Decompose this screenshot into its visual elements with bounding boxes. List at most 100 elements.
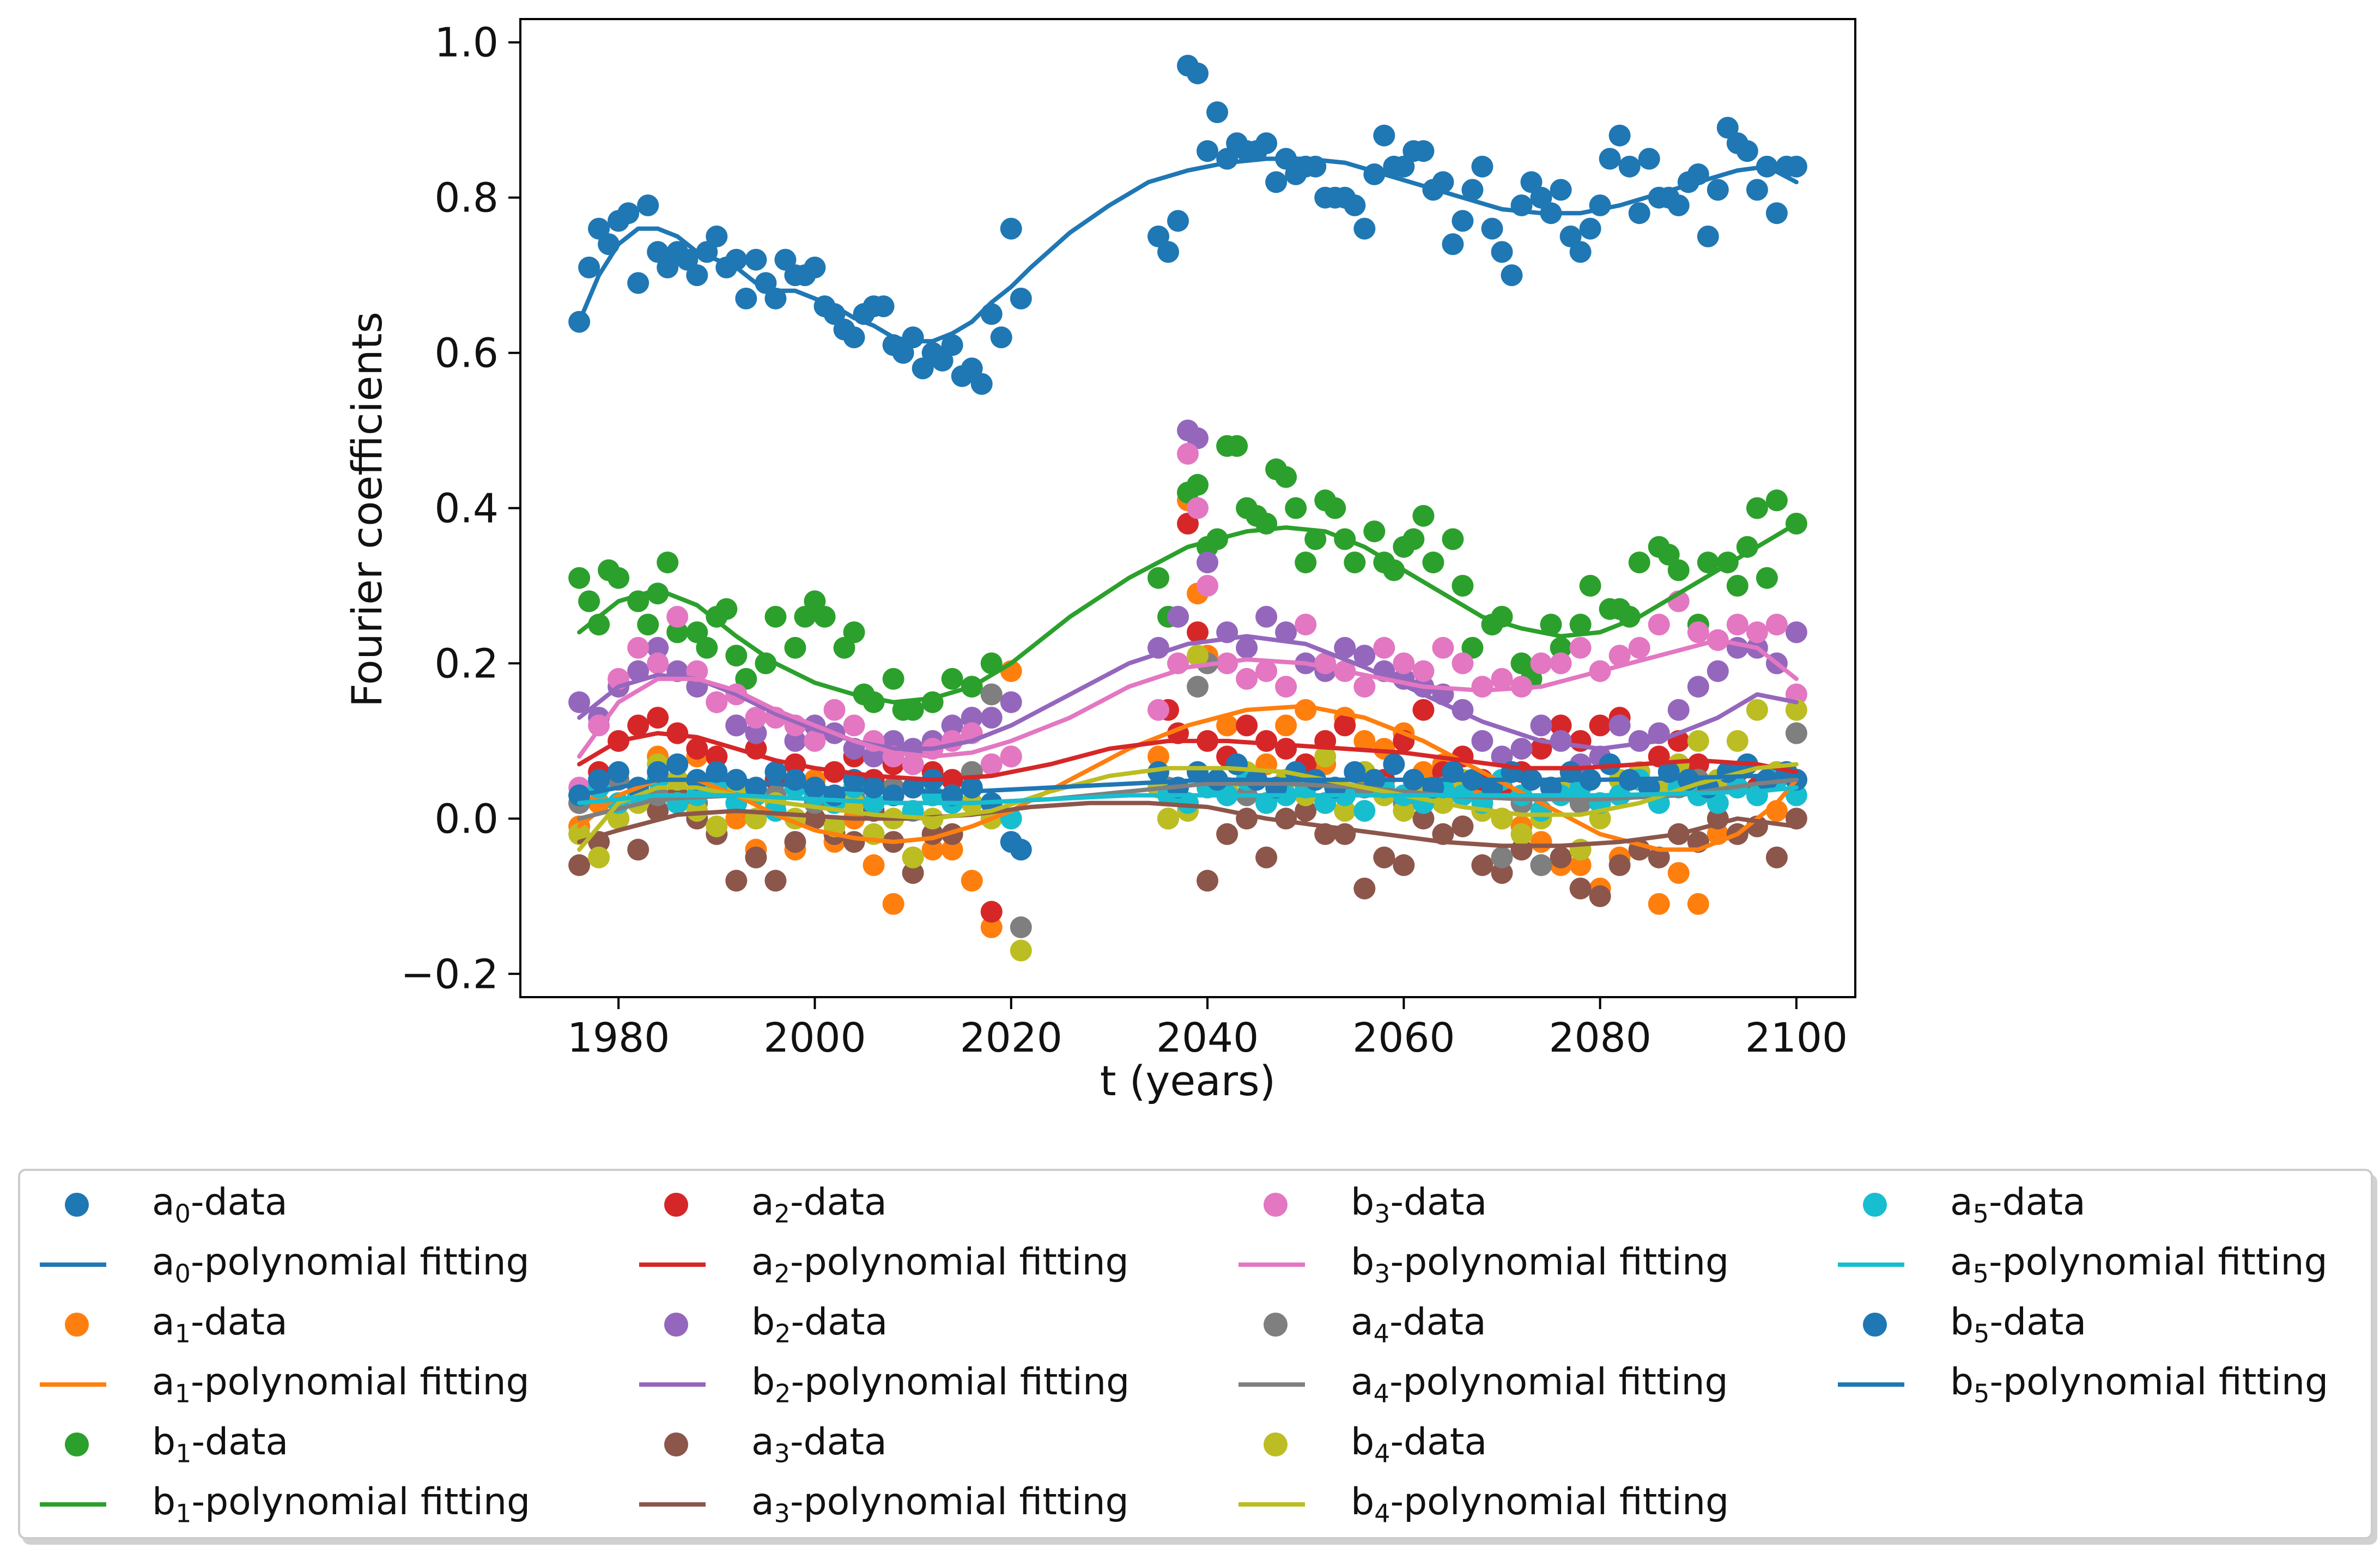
point-a1 (941, 839, 963, 861)
point-b3 (1275, 676, 1297, 698)
point-a0 (1559, 225, 1582, 247)
point-b2 (1471, 730, 1493, 752)
legend-label: b5-data (1950, 1301, 2087, 1349)
point-a0 (764, 287, 787, 309)
point-b4 (1334, 800, 1356, 822)
point-b1 (1285, 497, 1307, 519)
point-a3 (1236, 808, 1258, 830)
point-a2 (706, 745, 728, 768)
point-b1 (1765, 489, 1788, 512)
legend-marker (1232, 1297, 1319, 1352)
legend-label: b1-data (152, 1421, 289, 1468)
point-b3 (1648, 614, 1670, 636)
legend-label: a5-data (1950, 1181, 2086, 1229)
point-b1 (1667, 559, 1690, 581)
point-a0 (706, 225, 728, 247)
point-a4 (1530, 854, 1552, 876)
fit-line-b1 (577, 521, 1799, 705)
point-a3 (1452, 815, 1474, 837)
point-b2 (784, 730, 806, 752)
point-a0 (1697, 225, 1719, 247)
legend-entry-a4-data: a4-data (1232, 1297, 1486, 1352)
point-a0 (1373, 124, 1395, 147)
point-a5 (1707, 792, 1729, 814)
legend-label: b2-data (751, 1301, 888, 1349)
point-a0 (990, 326, 1012, 349)
point-b2 (1255, 605, 1278, 628)
point-b2 (745, 722, 767, 744)
point-a0 (1412, 140, 1435, 162)
point-b1 (1412, 505, 1435, 527)
x-axis-ticks: 1980 2000 2020 2040 2060 2080 2100 (567, 997, 1848, 1061)
point-b3 (1569, 636, 1592, 659)
x-tick-label: 2040 (1156, 1015, 1259, 1061)
legend-entry-a2-data: a2-data (633, 1177, 887, 1232)
legend-entry-a0-fit: a0-polynomial fitting (33, 1237, 530, 1292)
chart-figure: 1980 2000 2020 2040 2060 2080 2100 −0.2 0.0 0.2 0… (343, 18, 1856, 1105)
point-a3 (1569, 877, 1592, 900)
point-a1 (882, 893, 904, 915)
point-a3 (1648, 846, 1670, 869)
point-a0 (1255, 132, 1278, 154)
legend-line (1831, 1357, 1918, 1412)
point-b1 (1569, 614, 1592, 636)
point-a1 (1648, 893, 1670, 915)
point-a3 (1491, 862, 1513, 884)
point-a3 (1765, 846, 1788, 869)
x-tick-label: 1980 (567, 1015, 670, 1061)
point-b3 (941, 730, 963, 752)
point-b5 (764, 761, 787, 783)
point-b2 (627, 660, 649, 682)
point-b1 (1540, 614, 1562, 636)
fit-line-a5 (577, 785, 1799, 805)
point-a0 (657, 256, 679, 278)
point-b1 (1324, 497, 1346, 519)
y-tick-label: 0.2 (434, 640, 499, 687)
point-a2 (1275, 738, 1297, 760)
x-tick-label: 2000 (763, 1015, 866, 1061)
point-b2 (1707, 660, 1729, 682)
point-a0 (578, 256, 600, 278)
point-b4 (1785, 699, 1807, 721)
point-a5 (1177, 792, 1199, 814)
point-b1 (1402, 528, 1425, 550)
point-b4 (608, 808, 630, 830)
point-b5 (608, 761, 630, 783)
legend-entry-a0-data: a0-data (33, 1177, 288, 1232)
fit-line-a2 (577, 731, 1799, 782)
point-b2 (980, 707, 1003, 729)
point-a0 (941, 334, 963, 356)
point-b3 (902, 753, 924, 775)
point-a0 (1599, 148, 1621, 170)
y-tick-label: 0.0 (434, 796, 499, 842)
point-b1 (1148, 567, 1169, 589)
point-b1 (686, 621, 708, 644)
point-a0 (1667, 194, 1690, 216)
point-b5 (863, 776, 885, 799)
x-tick-label: 2100 (1745, 1015, 1848, 1061)
point-b1 (1452, 575, 1474, 597)
legend-entry-b2-data: b2-data (633, 1297, 888, 1352)
point-a4 (1491, 846, 1513, 869)
point-b2 (1275, 621, 1297, 644)
point-b2 (725, 714, 748, 737)
legend-label: b1-polynomial fitting (152, 1480, 531, 1528)
legend-entry-a1-fit: a1-polynomial fitting (33, 1357, 530, 1412)
point-b4 (1157, 808, 1179, 830)
point-b1 (1304, 528, 1327, 550)
point-b3 (1687, 621, 1709, 644)
point-a0 (1442, 233, 1464, 256)
point-a0 (1452, 210, 1474, 232)
point-b1 (764, 605, 787, 628)
point-a3 (1295, 800, 1317, 822)
point-b1 (1461, 636, 1484, 659)
point-b1 (813, 605, 836, 628)
point-b2 (1667, 699, 1690, 721)
point-b4 (706, 815, 728, 837)
point-b3 (666, 605, 689, 628)
y-tick-label: 0.8 (434, 175, 499, 222)
point-b3 (1295, 614, 1317, 636)
point-a0 (1608, 124, 1631, 147)
point-b2 (941, 714, 963, 737)
x-axis-label: t (years) (1100, 1057, 1276, 1105)
